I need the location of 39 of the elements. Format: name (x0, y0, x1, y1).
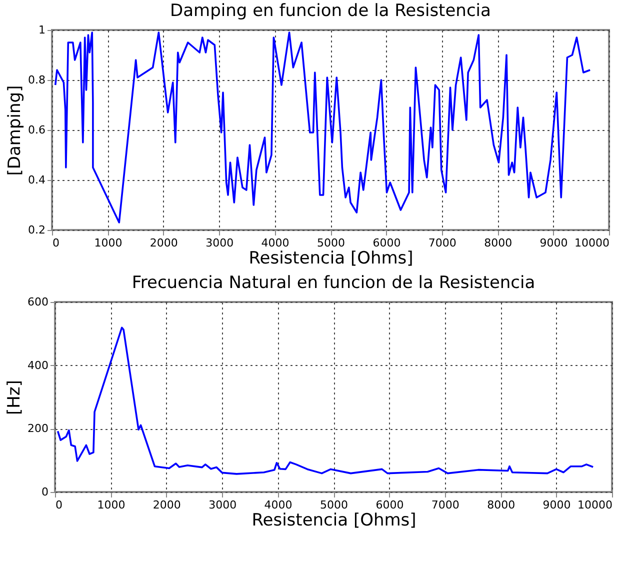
y-tick-label: 1 (38, 24, 46, 36)
y-tick-label: 0.6 (28, 124, 46, 136)
x-tick-label: 6000 (376, 498, 404, 512)
x-tick-label: 5000 (317, 236, 345, 250)
x-tick-label: 2000 (150, 236, 178, 250)
x-tick-label: 9000 (540, 236, 568, 250)
y-axis-title: [Hz] (4, 380, 25, 415)
x-tick-label: 3000 (208, 498, 237, 512)
y-axis-title: [Damping] (5, 85, 26, 176)
y-tick-label: 0 (42, 486, 48, 498)
chart-title: Frecuencia Natural en funcion de la Resistencia (132, 273, 536, 293)
y-tick-label: 600 (28, 296, 48, 308)
x-tick-label: 7000 (428, 236, 456, 250)
x-tick-label: 0 (56, 498, 62, 512)
x-tick-label: 5000 (320, 498, 348, 512)
y-tick-label: 400 (28, 358, 48, 372)
x-axis-title: Resistencia [Ohms] (252, 510, 416, 530)
x-tick-label: 3000 (206, 236, 234, 250)
x-tick-label: 8000 (484, 236, 512, 250)
line-series (54, 32, 591, 224)
x-tick-label: 6000 (372, 236, 401, 250)
x-tick-label: 8000 (487, 498, 516, 512)
x-tick-label: 7000 (431, 498, 460, 512)
line-series (56, 326, 594, 475)
x-tick-label: 10000 (578, 498, 612, 512)
x-tick-label: 0 (52, 236, 60, 250)
y-tick-label: 0.4 (28, 174, 46, 186)
x-axis-title: Resistencia [Ohms] (248, 248, 414, 268)
x-tick-label: 10000 (574, 236, 610, 250)
x-tick-label: 1000 (97, 498, 126, 512)
x-tick-label: 9000 (542, 498, 571, 512)
chart-title: Damping en funcion de la Resistencia (170, 1, 491, 21)
y-tick-label: 0.2 (28, 224, 46, 236)
x-tick-label: 2000 (152, 498, 181, 512)
y-tick-label: 200 (28, 422, 48, 436)
x-tick-label: 4000 (261, 236, 290, 250)
y-tick-label: 0.8 (28, 74, 46, 86)
x-tick-label: 1000 (94, 236, 122, 250)
x-tick-label: 4000 (264, 498, 292, 512)
